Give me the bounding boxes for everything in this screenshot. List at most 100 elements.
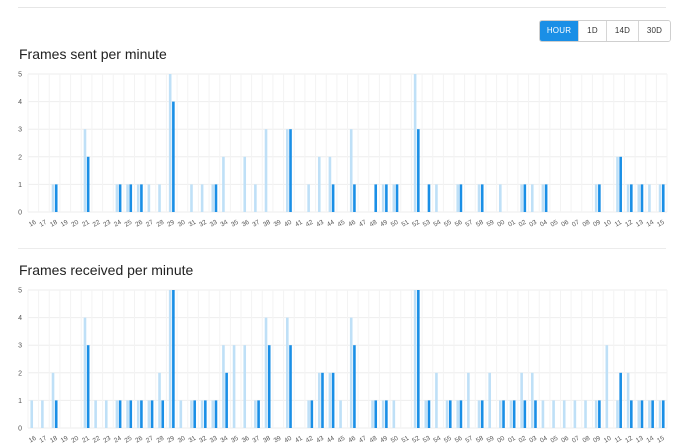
x-tick-label: 40	[283, 219, 293, 229]
light-bar	[83, 317, 87, 428]
x-tick-label: 21	[81, 219, 91, 229]
dark-bar	[150, 400, 154, 428]
light-bar	[626, 372, 630, 428]
x-tick-label: 32	[198, 219, 208, 229]
y-tick-label: 2	[18, 154, 22, 161]
light-bar	[467, 372, 470, 428]
dark-bar	[385, 184, 388, 212]
dark-bar	[267, 345, 271, 428]
light-bar	[392, 184, 396, 212]
dark-bar	[480, 400, 484, 428]
light-bar	[456, 400, 460, 428]
light-bar	[520, 372, 523, 428]
dark-bar	[331, 184, 335, 212]
x-tick-label: 14	[645, 219, 655, 229]
x-tick-label: 51	[400, 435, 410, 445]
x-tick-label: 30	[177, 435, 187, 445]
light-bar	[552, 400, 555, 428]
y-tick-label: 0	[18, 210, 22, 217]
dark-bar	[289, 129, 292, 212]
x-tick-label: 25	[124, 219, 134, 229]
x-tick-label: 50	[390, 219, 400, 229]
light-bar	[488, 372, 491, 428]
y-tick-label: 4	[18, 315, 22, 322]
light-bar	[286, 317, 289, 428]
x-tick-label: 23	[102, 219, 112, 229]
x-tick-label: 26	[134, 435, 144, 445]
dark-bar	[353, 345, 356, 428]
dark-bar	[459, 400, 463, 428]
received-chart-title: Frames received per minute	[19, 262, 194, 278]
light-bar	[30, 400, 34, 428]
x-tick-label: 45	[337, 435, 347, 445]
light-bar	[232, 345, 236, 428]
dark-bar	[374, 184, 378, 212]
dark-bar	[193, 400, 196, 428]
x-tick-label: 53	[422, 219, 432, 229]
light-bar	[317, 372, 321, 428]
range-hour-button[interactable]: HOUR	[540, 21, 578, 41]
light-bar	[413, 290, 417, 428]
range-14d-button[interactable]: 14D	[606, 21, 638, 41]
range-30d-button[interactable]: 30D	[638, 21, 670, 41]
light-bar	[115, 184, 119, 212]
light-bar	[222, 156, 225, 212]
light-bar	[349, 317, 353, 428]
x-tick-label: 18	[49, 435, 59, 445]
dark-bar	[512, 400, 516, 428]
x-tick-label: 18	[49, 219, 59, 229]
x-tick-label: 29	[166, 219, 176, 229]
light-bar	[477, 184, 481, 212]
dark-bar	[129, 184, 133, 212]
x-tick-label: 39	[273, 435, 283, 445]
x-tick-label: 01	[507, 435, 517, 445]
x-tick-label: 27	[145, 219, 155, 229]
light-bar	[179, 400, 183, 428]
light-bar	[626, 184, 630, 212]
light-bar	[307, 400, 310, 428]
x-tick-label: 58	[475, 435, 485, 445]
light-bar	[499, 400, 502, 428]
dark-bar	[129, 400, 133, 428]
light-bar	[509, 400, 513, 428]
dark-bar	[140, 184, 143, 212]
y-tick-label: 5	[18, 288, 22, 295]
light-bar	[648, 400, 651, 428]
light-bar	[456, 184, 460, 212]
light-bar	[499, 184, 502, 212]
dark-bar	[54, 400, 58, 428]
range-1d-button[interactable]: 1D	[578, 21, 606, 41]
dark-bar	[353, 184, 356, 212]
x-tick-label: 24	[113, 219, 123, 229]
x-tick-label: 57	[464, 219, 474, 229]
x-tick-label: 09	[592, 435, 602, 445]
x-tick-label: 51	[400, 219, 410, 229]
dark-bar	[598, 400, 601, 428]
x-tick-label: 20	[70, 435, 80, 445]
dark-bar	[480, 184, 484, 212]
x-tick-label: 43	[315, 219, 325, 229]
light-bar	[211, 184, 215, 212]
x-tick-label: 55	[443, 435, 453, 445]
light-bar	[658, 400, 662, 428]
x-tick-label: 30	[177, 219, 187, 229]
light-bar	[584, 400, 587, 428]
light-bar	[530, 184, 534, 212]
x-tick-label: 02	[518, 219, 528, 229]
x-tick-label: 52	[411, 435, 421, 445]
x-tick-label: 36	[241, 219, 251, 229]
dark-bar	[118, 400, 122, 428]
x-tick-label: 42	[305, 219, 315, 229]
dark-bar	[448, 400, 452, 428]
dark-bar	[214, 400, 218, 428]
dark-bar	[661, 184, 665, 212]
dark-bar	[118, 184, 122, 212]
light-bar	[413, 74, 417, 212]
light-bar	[541, 400, 545, 428]
x-tick-label: 47	[358, 219, 368, 229]
time-range-selector: HOUR 1D 14D 30D	[539, 20, 671, 42]
light-bar	[190, 400, 193, 428]
x-tick-label: 19	[60, 219, 70, 229]
y-tick-label: 0	[18, 426, 22, 433]
dark-bar	[417, 290, 420, 428]
